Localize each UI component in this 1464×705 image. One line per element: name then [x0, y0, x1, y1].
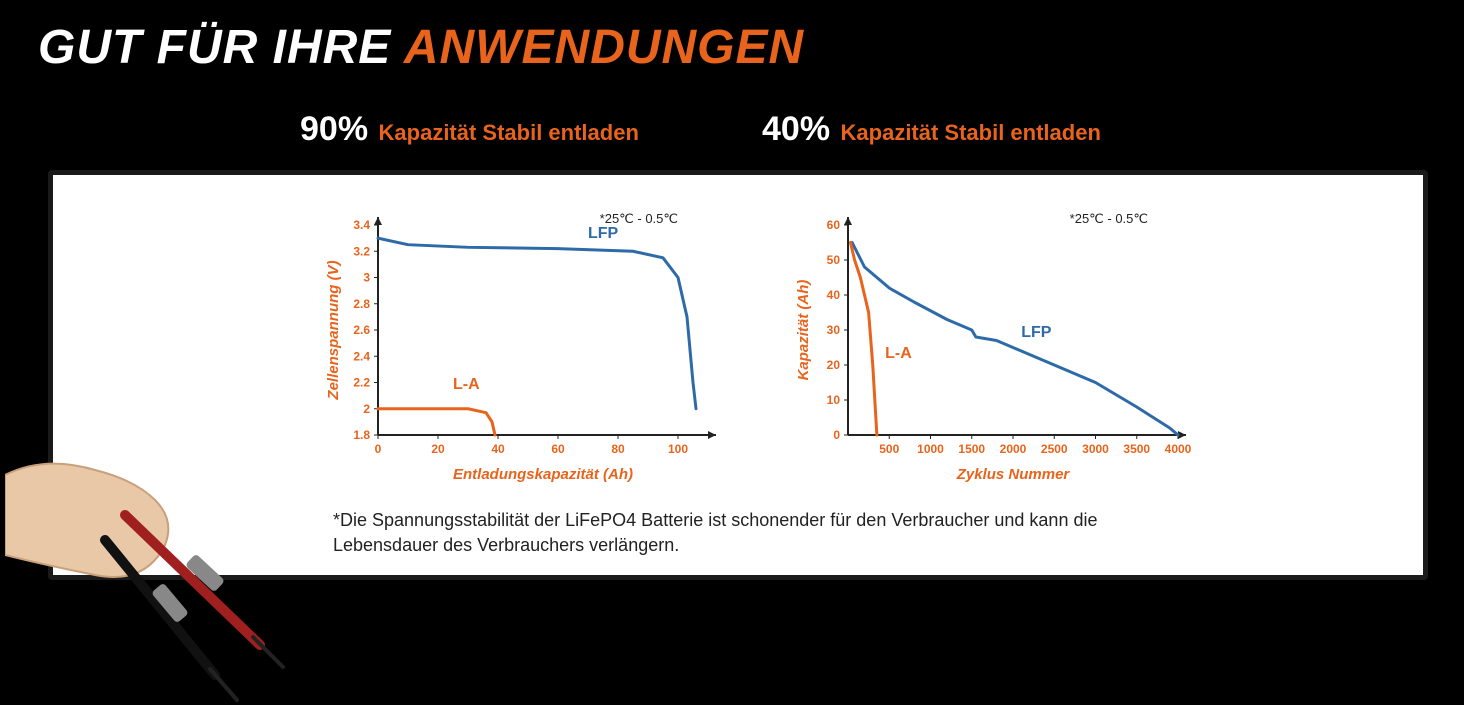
- svg-text:2.8: 2.8: [353, 297, 370, 311]
- svg-text:1000: 1000: [917, 442, 944, 456]
- svg-text:Kapazität (Ah): Kapazität (Ah): [795, 280, 812, 381]
- svg-text:10: 10: [827, 393, 841, 407]
- svg-text:60: 60: [827, 218, 841, 232]
- footnote-text: *Die Spannungsstabilität der LiFePO4 Bat…: [333, 508, 1193, 557]
- svg-text:LFP: LFP: [588, 225, 619, 242]
- svg-text:60: 60: [551, 442, 565, 456]
- svg-text:80: 80: [611, 442, 625, 456]
- svg-text:20: 20: [431, 442, 445, 456]
- svg-text:0: 0: [833, 428, 840, 442]
- svg-text:0: 0: [375, 442, 382, 456]
- svg-text:3000: 3000: [1082, 442, 1109, 456]
- svg-text:100: 100: [668, 442, 688, 456]
- subtitle-2-text: Kapazität Stabil entladen: [841, 120, 1101, 145]
- svg-text:Zyklus Nummer: Zyklus Nummer: [956, 466, 1071, 483]
- svg-text:L-A: L-A: [453, 376, 480, 393]
- chart-panel: 1.822.22.42.62.833.23.4020406080100Entla…: [48, 170, 1428, 580]
- voltage-vs-capacity-chart: 1.8 2 2.2 2.4 2.6 2.8 3 3.2 3.4 0 20 40 60 80 100 Entla…: [323, 205, 723, 485]
- svg-text:*25℃ - 0.5℃: *25℃ - 0.5℃: [1070, 211, 1148, 226]
- svg-text:2000: 2000: [1000, 442, 1027, 456]
- svg-text:*25℃ - 0.5℃: *25℃ - 0.5℃: [600, 211, 678, 226]
- subtitle-1-percent: 90%: [300, 110, 368, 148]
- subtitle-2-percent: 40%: [762, 110, 830, 148]
- svg-text:40: 40: [491, 442, 505, 456]
- svg-text:3: 3: [363, 271, 370, 285]
- svg-text:50: 50: [827, 253, 841, 267]
- svg-text:20: 20: [827, 358, 841, 372]
- svg-text:2.6: 2.6: [353, 323, 370, 337]
- svg-text:500: 500: [879, 442, 899, 456]
- svg-text:2.2: 2.2: [353, 376, 370, 390]
- subtitle-1: 90% Kapazität Stabil entladen: [300, 110, 639, 149]
- svg-text:3500: 3500: [1123, 442, 1150, 456]
- probes-illustration: [5, 445, 345, 705]
- svg-text:2500: 2500: [1041, 442, 1068, 456]
- svg-text:4000: 4000: [1165, 442, 1192, 456]
- title-pre: GUT FÜR IHRE: [38, 21, 404, 74]
- svg-text:3.4: 3.4: [353, 218, 370, 232]
- page-title: GUT FÜR IHRE ANWENDUNGEN: [38, 20, 804, 75]
- svg-text:1.8: 1.8: [353, 428, 370, 442]
- svg-text:2.4: 2.4: [353, 349, 370, 363]
- svg-text:40: 40: [827, 288, 841, 302]
- svg-text:LFP: LFP: [1021, 324, 1052, 341]
- svg-text:30: 30: [827, 323, 841, 337]
- svg-text:Zellenspannung (V): Zellenspannung (V): [325, 260, 342, 400]
- svg-text:Entladungskapazität (Ah): Entladungskapazität (Ah): [453, 466, 633, 483]
- subtitle-1-text: Kapazität Stabil entladen: [379, 120, 639, 145]
- subtitle-2: 40% Kapazität Stabil entladen: [762, 110, 1101, 149]
- svg-text:2: 2: [363, 402, 370, 416]
- svg-text:1500: 1500: [958, 442, 985, 456]
- svg-text:L-A: L-A: [885, 345, 912, 362]
- capacity-vs-cycles-chart: 0 10 20 30 40 50 60 500 1000 1500 2000 2500 3000 3500…: [793, 205, 1193, 485]
- title-accent: ANWENDUNGEN: [404, 21, 804, 74]
- svg-text:3.2: 3.2: [353, 244, 370, 258]
